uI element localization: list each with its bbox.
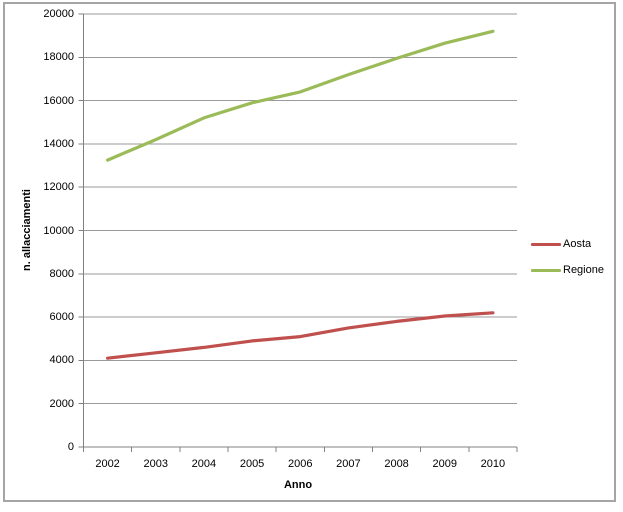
legend: Aosta Regione — [531, 231, 604, 283]
y-tick-label: 2000 — [49, 397, 74, 410]
y-tick-label: 14000 — [43, 137, 74, 150]
x-tick-label: 2006 — [288, 458, 313, 470]
gridlines — [83, 13, 517, 405]
y-tick-label: 10000 — [43, 224, 74, 237]
legend-swatch — [531, 242, 561, 246]
y-tick-label: 6000 — [49, 311, 74, 324]
series-lines — [105, 29, 495, 360]
legend-entry-aosta: Aosta — [531, 231, 604, 257]
x-tick-label: 2007 — [336, 458, 361, 470]
x-tick-label: 2004 — [191, 458, 217, 470]
legend-entry-regione: Regione — [531, 257, 604, 283]
legend-swatch — [531, 268, 561, 272]
x-tick-label: 2008 — [384, 458, 409, 470]
y-tick-label: 16000 — [43, 94, 74, 107]
axes — [78, 13, 518, 452]
x-tick-label: 2002 — [95, 458, 120, 470]
y-tick-label: 18000 — [43, 51, 74, 64]
legend-label: Regione — [563, 264, 604, 276]
x-tick-label: 2003 — [143, 458, 168, 470]
y-tick-label: 0 — [67, 441, 74, 453]
series-line-regione — [105, 29, 495, 162]
legend-label: Aosta — [563, 238, 592, 250]
y-tick-label: 4000 — [49, 354, 74, 367]
chart-frame — [3, 2, 616, 502]
x-tick-label: 2005 — [239, 458, 265, 470]
x-tick-label: 2009 — [432, 458, 457, 470]
y-tick-label: 20000 — [43, 8, 74, 20]
x-axis-title: Anno — [283, 479, 313, 491]
x-tick-label: 2010 — [480, 458, 506, 470]
y-axis-title: n. allacciamenti — [21, 189, 33, 271]
series-line-aosta — [105, 311, 495, 360]
y-tick-label: 12000 — [43, 181, 74, 194]
y-tick-label: 8000 — [49, 267, 74, 280]
